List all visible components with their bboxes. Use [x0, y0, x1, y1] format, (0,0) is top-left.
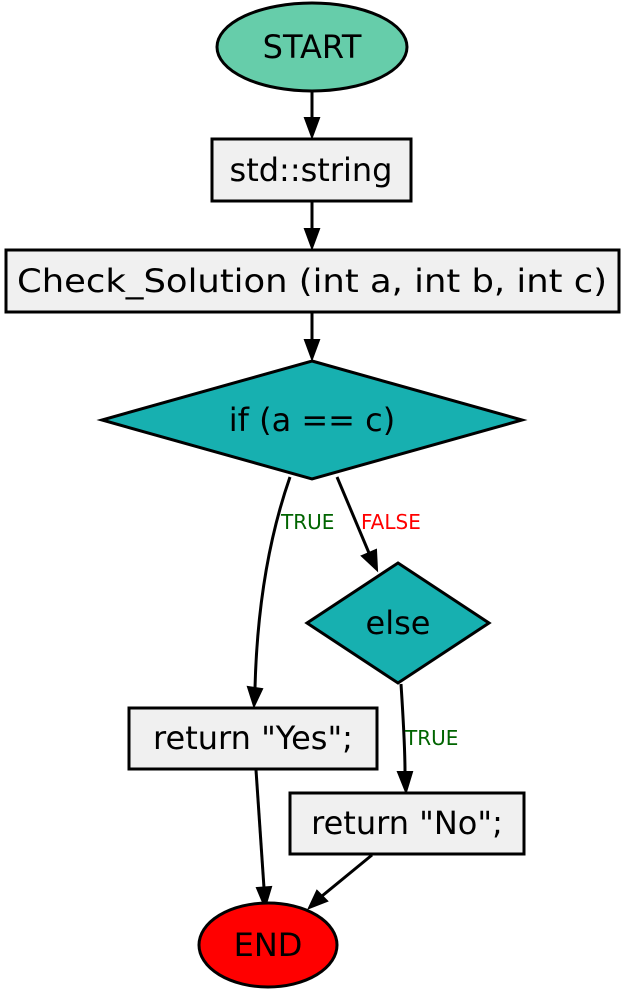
start-label: START	[263, 28, 362, 66]
start-node[interactable]: START	[215, 1, 409, 93]
return-no-node[interactable]: return "No";	[288, 791, 526, 856]
return-yes-label: return "Yes";	[153, 719, 353, 757]
edge-label-if-false: FALSE	[361, 510, 421, 534]
arrowhead	[360, 548, 379, 573]
arrowhead	[303, 228, 321, 251]
edge-declaration-to-function	[303, 202, 321, 251]
return-yes-box	[127, 706, 379, 771]
if-condition-label: if (a == c)	[229, 401, 395, 439]
function-node[interactable]: Check_Solution (int a, int b, int c)	[4, 248, 621, 314]
function-label: Check_Solution (int a, int b, int c)	[17, 262, 607, 300]
declaration-box	[210, 137, 413, 203]
end-node[interactable]: END	[197, 901, 339, 989]
function-box	[4, 248, 621, 314]
if-condition-node[interactable]: if (a == c)	[96, 359, 528, 481]
arrowhead	[303, 117, 321, 140]
edge-if-false-to-else	[335, 476, 379, 573]
return-yes-node[interactable]: return "Yes";	[127, 706, 379, 771]
return-no-label: return "No";	[311, 804, 503, 842]
arrowhead	[303, 339, 321, 362]
edge-start-to-declaration	[303, 92, 321, 140]
else-label: else	[366, 604, 431, 642]
end-ellipse	[197, 901, 339, 989]
if-diamond	[96, 359, 528, 481]
declaration-node[interactable]: std::string	[210, 137, 413, 203]
arrowhead	[246, 685, 264, 709]
edge-label-if-true: TRUE	[280, 510, 334, 534]
edge-if-true-to-return-yes	[246, 476, 292, 709]
return-no-box	[288, 791, 526, 856]
else-diamond	[304, 561, 492, 685]
arrowhead	[255, 885, 273, 910]
edge-label-else-true: TRUE	[404, 726, 458, 750]
arrowhead	[396, 771, 414, 796]
edge-else-true-to-return-no	[396, 683, 414, 796]
edge-function-to-if	[303, 313, 321, 362]
end-label: END	[234, 926, 303, 964]
arrowhead	[307, 889, 329, 910]
else-node[interactable]: else	[304, 561, 492, 685]
edge-return-yes-to-end	[254, 769, 273, 910]
edge-return-no-to-end	[307, 853, 373, 910]
declaration-label: std::string	[230, 151, 393, 189]
start-ellipse	[215, 1, 409, 93]
